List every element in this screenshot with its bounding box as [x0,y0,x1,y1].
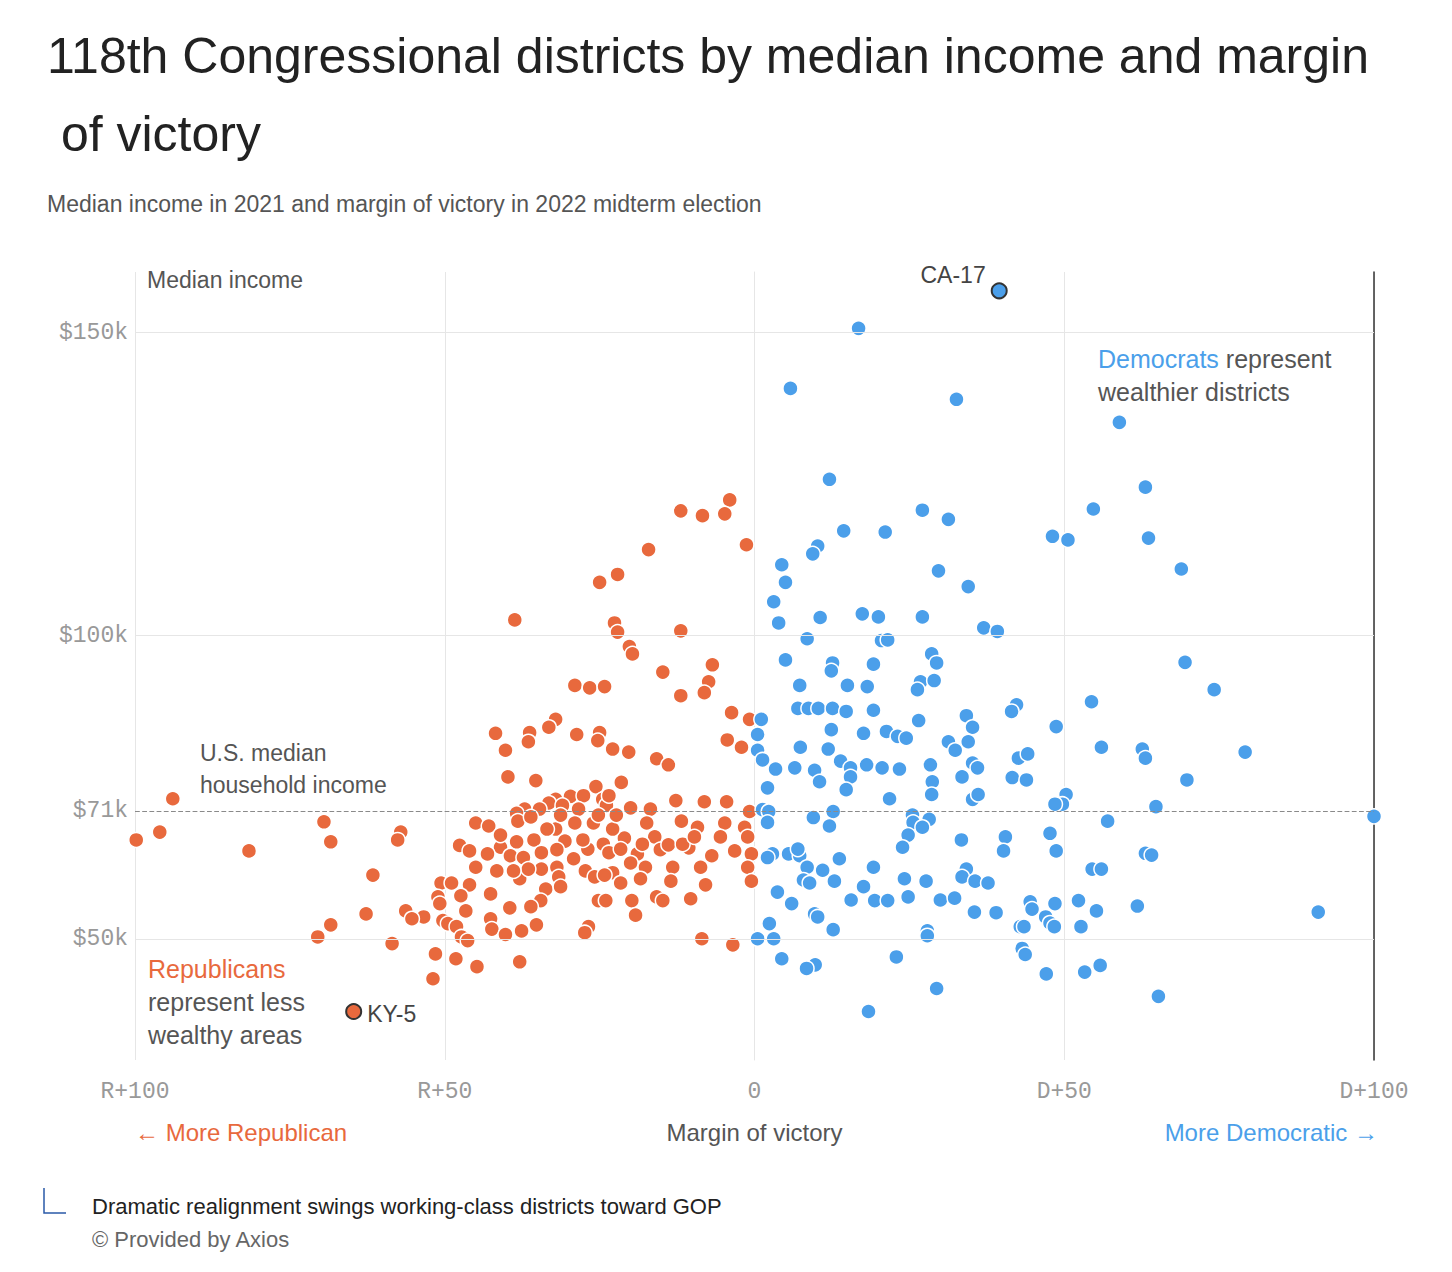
svg-text:118th Congressional districts: 118th Congressional districts by median … [47,28,1369,84]
svg-text:0: 0 [748,1079,762,1105]
svg-text:KY-5: KY-5 [367,1001,416,1027]
svg-text:$50k: $50k [73,926,128,952]
svg-text:D+50: D+50 [1037,1079,1092,1105]
svg-text:wealthier districts: wealthier districts [1097,378,1290,406]
svg-text:Median income in 2021 and marg: Median income in 2021 and margin of vict… [47,191,762,217]
svg-text:Democrats: Democrats [1098,345,1219,373]
svg-text:R+100: R+100 [100,1079,169,1105]
svg-text:$150k: $150k [59,320,128,346]
svg-text:Republicans: Republicans [148,955,286,983]
svg-text:wealthy areas: wealthy areas [147,1021,302,1049]
svg-text:represent less: represent less [148,988,305,1016]
svg-text:Margin of victory: Margin of victory [666,1119,842,1146]
svg-text:U.S. median: U.S. median [200,740,327,766]
svg-text:D+100: D+100 [1339,1079,1408,1105]
svg-text:household income: household income [200,772,387,798]
svg-text:of victory: of victory [47,106,261,162]
svg-text:More Democratic →: More Democratic → [1165,1119,1378,1146]
svg-text:Dramatic realignment swings wo: Dramatic realignment swings working-clas… [92,1194,722,1219]
svg-text:© Provided by Axios: © Provided by Axios [92,1227,289,1252]
svg-text:CA-17: CA-17 [920,262,985,288]
svg-text:R+50: R+50 [417,1079,472,1105]
svg-text:$71k: $71k [73,798,128,824]
svg-text:Median income: Median income [147,267,303,293]
svg-text:$100k: $100k [59,623,128,649]
svg-text:represent: represent [1219,345,1332,373]
svg-text:← More Republican: ← More Republican [135,1119,347,1146]
